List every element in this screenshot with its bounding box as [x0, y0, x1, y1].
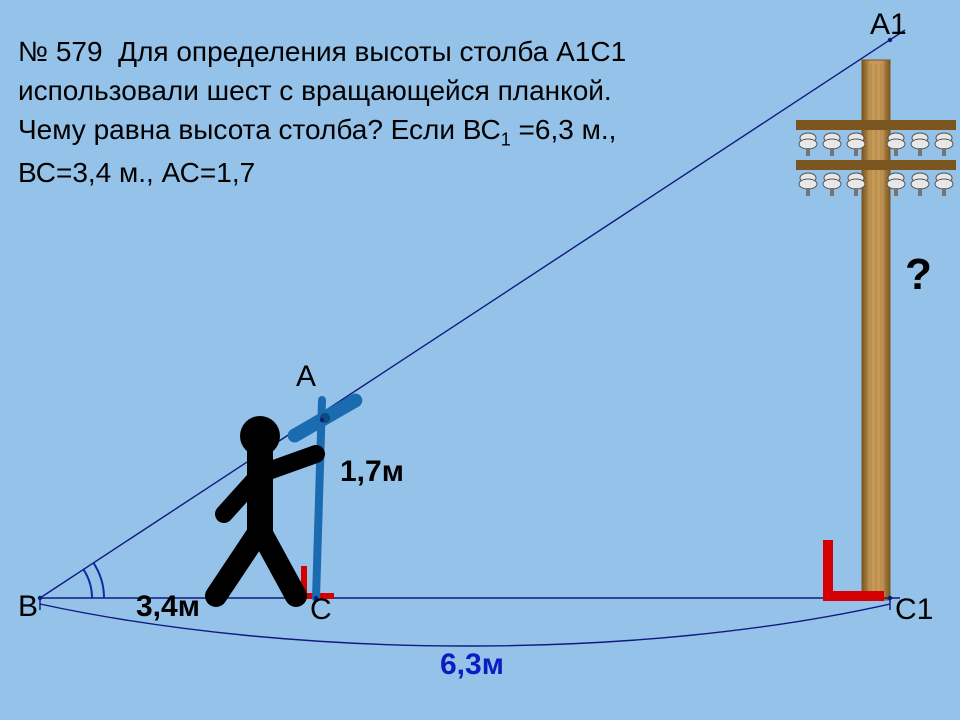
problem-line3-sub: 1 [501, 130, 511, 150]
problem-line2: использовали шест с вращающейся планкой. [18, 75, 612, 106]
problem-number: № 579 [18, 36, 103, 67]
label-A: А [296, 360, 316, 394]
diagram-canvas: { "background_color":"#95c2e8", "problem… [0, 0, 960, 720]
measure-BC: 3,4м [136, 590, 200, 624]
problem-line3: Чему равна высота столба? Если ВС [18, 114, 501, 145]
problem-line1: Для определения высоты столба А1С1 [118, 36, 626, 67]
measure-AC: 1,7м [340, 455, 404, 489]
label-C: С [310, 593, 332, 627]
measure-BC1: 6,3м [440, 648, 504, 682]
label-A1: А1 [870, 8, 907, 42]
problem-text: № 579 Для определения высоты столба А1С1… [18, 32, 626, 192]
problem-line4: ВС=3,4 м., АС=1,7 [18, 157, 255, 188]
measure-unknown: ? [905, 250, 932, 300]
problem-line3-tail: =6,3 м., [511, 114, 617, 145]
label-B: В [18, 590, 38, 624]
label-C1: С1 [895, 593, 933, 627]
